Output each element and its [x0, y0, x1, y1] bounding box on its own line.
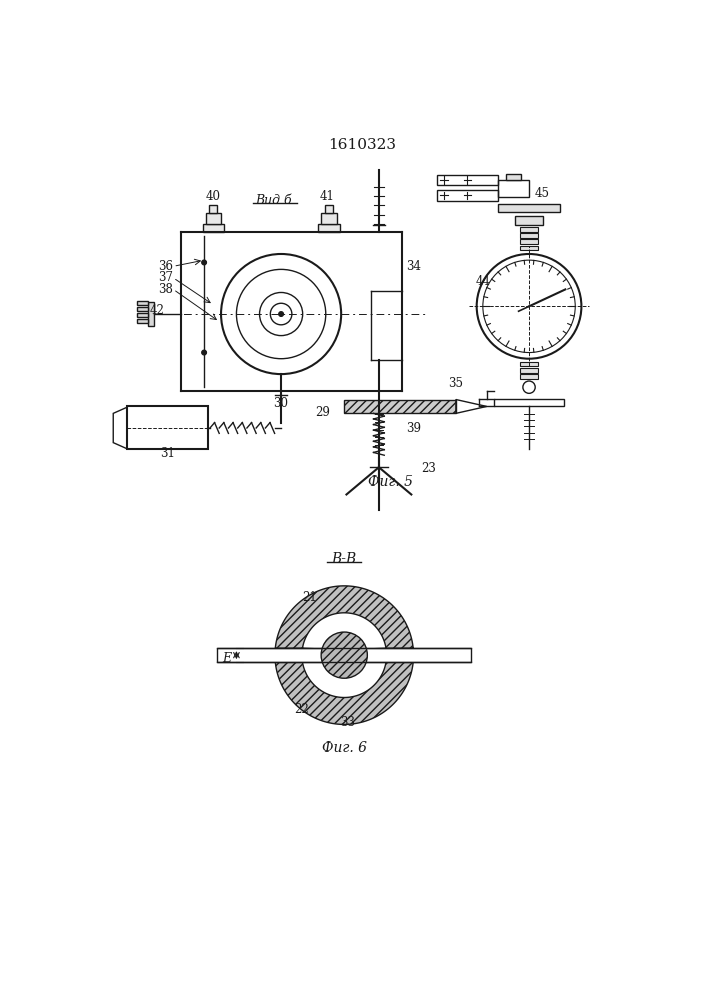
Text: 36: 36 [158, 260, 173, 273]
Bar [520, 227, 538, 232]
Bar [344, 400, 456, 413]
Circle shape [201, 350, 206, 355]
Text: Вид б: Вид б [255, 194, 292, 207]
Text: 29: 29 [315, 406, 330, 419]
Text: 44: 44 [475, 275, 491, 288]
Text: 40: 40 [206, 190, 221, 204]
Bar [437, 175, 498, 185]
Bar [494, 399, 563, 406]
Polygon shape [275, 586, 414, 651]
Bar [520, 362, 538, 366]
Circle shape [477, 254, 581, 359]
Bar [437, 190, 498, 201]
Bar [520, 368, 538, 373]
Text: 34: 34 [406, 260, 421, 273]
Bar [148, 302, 154, 326]
Bar [520, 374, 538, 379]
Bar [515, 216, 543, 225]
Bar [325, 205, 333, 213]
Bar [520, 246, 538, 250]
Text: 23: 23 [421, 462, 436, 475]
Bar [209, 205, 217, 213]
Text: 35: 35 [448, 377, 463, 390]
Text: В-В: В-В [332, 552, 357, 566]
Circle shape [201, 260, 206, 265]
Bar [206, 213, 221, 224]
Text: 37: 37 [158, 271, 173, 284]
Bar [203, 224, 224, 232]
Text: 22: 22 [295, 703, 309, 716]
Bar [137, 301, 148, 305]
Text: Фиг. 5: Фиг. 5 [368, 475, 413, 489]
Bar [318, 224, 339, 232]
Circle shape [279, 312, 284, 316]
Text: 45: 45 [534, 187, 549, 200]
Circle shape [321, 632, 368, 678]
Polygon shape [275, 659, 414, 724]
Text: 42: 42 [150, 304, 165, 317]
Bar [127, 406, 208, 449]
Text: 41: 41 [320, 190, 334, 204]
Bar [520, 239, 538, 244]
Text: 30: 30 [274, 397, 288, 410]
Text: 21: 21 [302, 591, 317, 604]
Bar [506, 174, 521, 180]
Bar [520, 233, 538, 238]
Bar [137, 313, 148, 317]
Bar [321, 213, 337, 224]
Bar [498, 180, 529, 197]
Text: 39: 39 [406, 422, 421, 434]
Text: 31: 31 [160, 447, 175, 460]
Text: 33: 33 [341, 716, 356, 729]
Text: Фиг. 6: Фиг. 6 [322, 741, 367, 755]
Bar [137, 319, 148, 323]
Bar [217, 648, 472, 662]
Text: E: E [223, 652, 232, 666]
Bar [498, 204, 560, 212]
Bar [137, 307, 148, 311]
Text: 1610323: 1610323 [328, 138, 396, 152]
Text: 38: 38 [158, 283, 173, 296]
